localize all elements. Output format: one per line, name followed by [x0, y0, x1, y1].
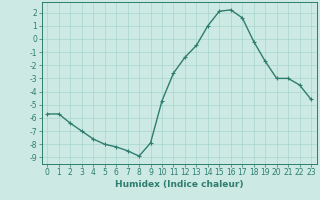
X-axis label: Humidex (Indice chaleur): Humidex (Indice chaleur) [115, 180, 244, 189]
